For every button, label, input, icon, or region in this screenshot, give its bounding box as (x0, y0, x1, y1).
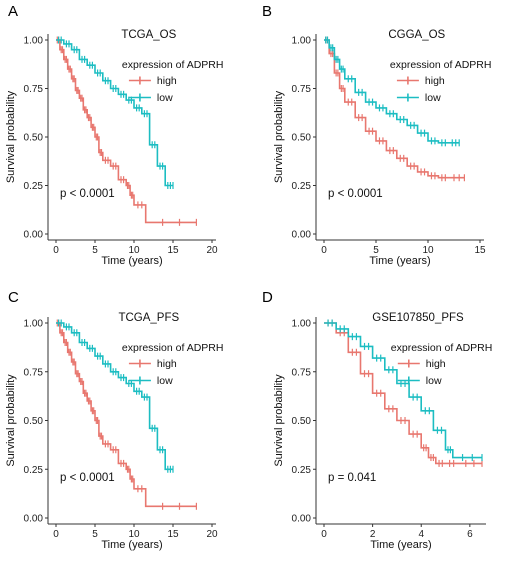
x-tick-label: 20 (206, 529, 218, 540)
x-tick-label: 15 (167, 529, 179, 540)
p-value-annotation: p < 0.0001 (60, 188, 115, 200)
panel-letter: A (8, 3, 18, 20)
x-axis-label: Time (years) (101, 539, 162, 551)
chart-title: TCGA_OS (121, 29, 176, 41)
chart-title: GSE107850_PFS (372, 312, 464, 324)
x-tick-label: 5 (92, 245, 98, 256)
panel-d: D 0.00 0.25 0.50 0.75 1.00 0 2 4 6 Time (years) Sur… (262, 289, 492, 551)
y-tick-label: 0.00 (292, 230, 312, 241)
y-tick-label: 0.50 (24, 416, 44, 427)
y-tick-label: 1.00 (292, 36, 312, 47)
survival-curve-high (56, 39, 197, 224)
panel-letter: C (8, 289, 19, 306)
legend-label-low: low (157, 92, 173, 104)
x-tick-label: 2 (370, 529, 376, 540)
x-axis-label: Time (years) (101, 255, 162, 267)
x-tick-label: 20 (206, 245, 218, 256)
legend-title: expression of ADPRH (122, 342, 224, 354)
p-value-annotation: p < 0.0001 (60, 472, 115, 484)
survival-curve-high (56, 322, 197, 508)
y-tick-label: 0.25 (24, 181, 44, 192)
y-tick-label: 0.75 (24, 367, 44, 378)
y-tick-label: 0.75 (24, 84, 44, 95)
y-tick-label: 0.25 (292, 181, 312, 192)
survival-curve-low (56, 322, 173, 471)
x-tick-label: 0 (321, 245, 327, 256)
panel-letter: D (262, 289, 273, 306)
chart-title: TCGA_PFS (118, 312, 179, 324)
x-tick-label: 0 (53, 245, 59, 256)
legend-label-high: high (426, 358, 446, 370)
y-tick-label: 0.50 (292, 133, 312, 144)
p-value-annotation: p < 0.0001 (328, 188, 383, 200)
x-tick-label: 0 (321, 529, 327, 540)
survival-curve-low (324, 322, 482, 459)
x-tick-label: 0 (53, 529, 59, 540)
y-axis-label: Survival probability (273, 90, 285, 183)
y-axis-label: Survival probability (273, 374, 285, 467)
legend-label-high: high (157, 75, 177, 87)
legend-label-high: high (425, 75, 445, 87)
y-tick-label: 1.00 (292, 319, 312, 330)
y-tick-label: 0.25 (292, 465, 312, 476)
legend-label-low: low (426, 375, 442, 387)
x-tick-label: 6 (467, 529, 473, 540)
y-tick-label: 0.75 (292, 367, 312, 378)
chart-title: CGGA_OS (388, 29, 445, 41)
x-tick-label: 15 (474, 245, 486, 256)
legend-label-low: low (425, 92, 441, 104)
panel-b: B 0.00 0.25 0.50 0.75 1.00 0 5 10 15 Time (years) S… (262, 3, 491, 267)
panel-letter: B (262, 3, 272, 20)
y-tick-label: 0.00 (292, 514, 312, 525)
legend-label-low: low (157, 375, 173, 387)
y-tick-label: 0.50 (24, 133, 44, 144)
y-tick-label: 1.00 (24, 319, 44, 330)
legend-label-high: high (157, 358, 177, 370)
y-tick-label: 0.75 (292, 84, 312, 95)
legend-title: expression of ADPRH (391, 342, 493, 354)
y-axis-label: Survival probability (5, 374, 17, 467)
x-tick-label: 10 (128, 245, 140, 256)
legend-title: expression of ADPRH (390, 59, 492, 71)
x-tick-label: 4 (418, 529, 424, 540)
x-tick-label: 5 (92, 529, 98, 540)
panel-c: C 0.00 0.25 0.50 0.75 1.00 0 5 10 15 20 Time (years… (5, 289, 223, 551)
x-tick-label: 10 (422, 245, 434, 256)
x-axis-label: Time (years) (369, 255, 430, 267)
y-axis-label: Survival probability (5, 90, 17, 183)
y-tick-label: 0.25 (24, 465, 44, 476)
x-tick-label: 5 (373, 245, 379, 256)
y-tick-label: 0.00 (24, 230, 44, 241)
x-tick-label: 10 (128, 529, 140, 540)
x-axis-label: Time (years) (370, 539, 431, 551)
survival-curve-high (324, 322, 482, 465)
survival-curve-low (56, 39, 173, 187)
x-tick-label: 15 (167, 245, 179, 256)
y-tick-label: 1.00 (24, 36, 44, 47)
y-tick-label: 0.00 (24, 514, 44, 525)
p-value-annotation: p = 0.041 (328, 472, 376, 484)
panel-a: A 0.00 0.25 0.50 0.75 1.00 0 5 10 15 20 Time (years… (5, 3, 223, 267)
legend-title: expression of ADPRH (122, 59, 224, 71)
y-tick-label: 0.50 (292, 416, 312, 427)
